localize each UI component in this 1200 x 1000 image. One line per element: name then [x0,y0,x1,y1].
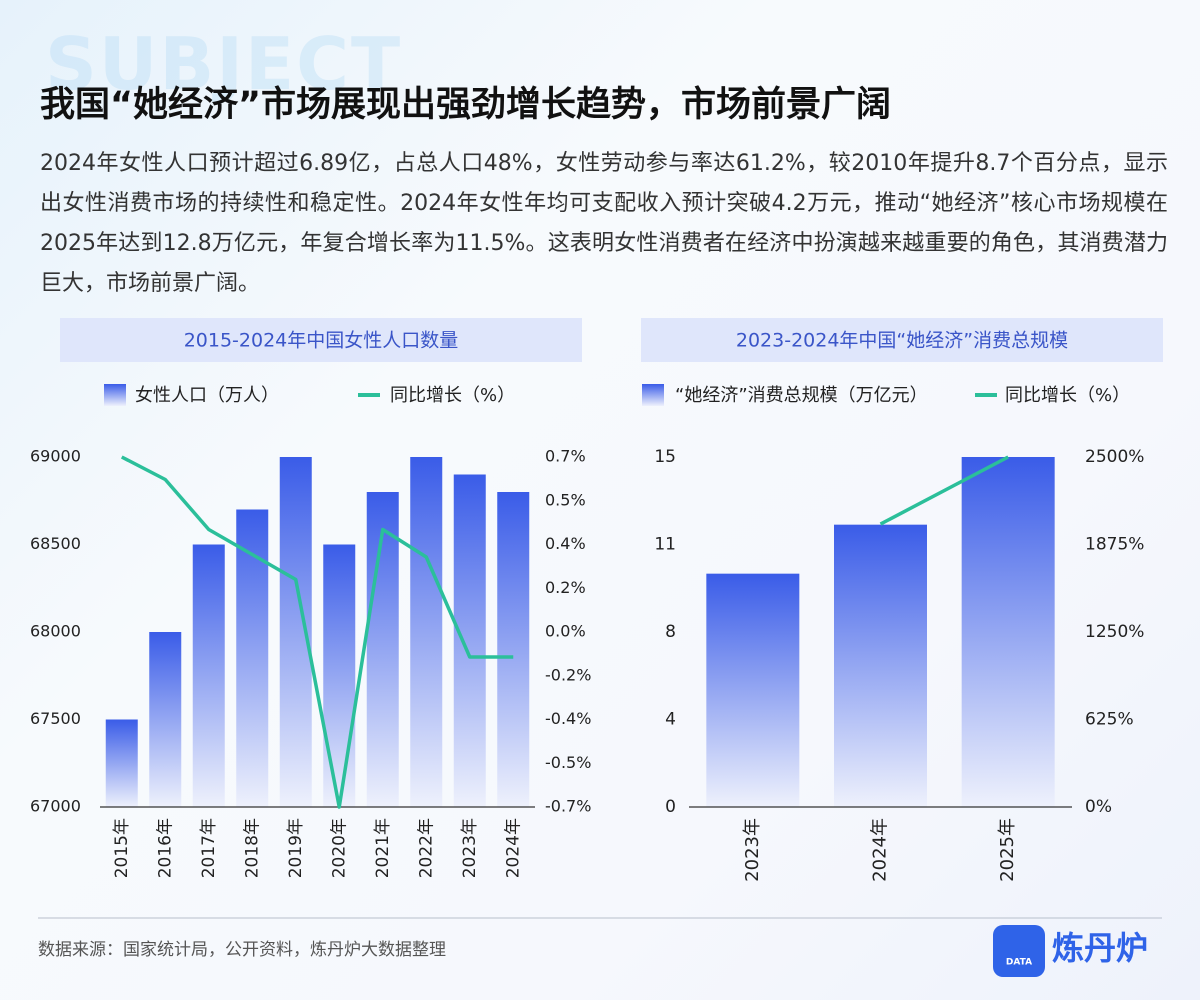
x-tick-label: 2022年 [416,818,436,878]
y-tick-label: 69000 [30,447,81,466]
y2-tick-label: -0.7% [545,797,591,816]
y-tick-label: 4 [665,710,676,730]
x-tick-label: 2018年 [242,818,262,878]
summary-text: 2024年女性人口预计超过6.89亿，占总人口48%，女性劳动参与率达61.2%… [40,151,1168,296]
x-tick-label: 2025年 [997,818,1018,882]
bar [410,457,443,807]
growth-line [879,455,1009,526]
y-tick-label: 0 [665,797,676,817]
bar [497,492,530,807]
logo-text: DATA [1006,958,1032,968]
legend-label: 同比增长（%） [390,385,515,406]
y2-tick-label: 0% [1085,797,1112,817]
x-tick-label: 2017年 [199,818,219,878]
x-tick-label: 2016年 [155,818,175,878]
y-tick-label: 11 [654,535,676,555]
y2-tick-label: 1875% [1085,535,1144,555]
brand: 炼丹炉 [1052,929,1148,967]
chart-title-box [60,318,582,362]
x-tick-label: 2023年 [742,818,763,882]
chart-title: 2015-2024年中国女性人口数量 [184,330,459,352]
bar [961,457,1055,807]
y-tick-label: 68500 [30,534,81,553]
page-title: 我国“她经济”市场展现出强劲增长趋势，市场前景广阔 [40,85,892,125]
bar [323,544,356,807]
y2-tick-label: 0.4% [545,534,586,553]
x-tick-label: 2024年 [870,818,891,882]
legend-swatch [642,384,664,406]
bar [706,573,800,807]
x-tick-label: 2020年 [329,818,349,878]
y2-tick-label: -0.5% [545,753,591,772]
legend-label: 女性人口（万人） [135,385,279,406]
y2-tick-label: -0.4% [545,709,591,728]
y2-tick-label: 2500% [1085,447,1144,467]
logo [993,925,1045,977]
bar [105,719,138,807]
y-tick-label: 67000 [30,797,81,816]
y-tick-label: 67500 [30,709,81,728]
y-tick-label: 68000 [30,622,81,641]
y2-tick-label: -0.2% [545,665,591,684]
y2-tick-label: 1250% [1085,622,1144,642]
source-note: 数据来源：国家统计局，公开资料，炼丹炉大数据整理 [38,940,446,960]
bar [453,474,486,807]
legend-label: 同比增长（%） [1005,385,1130,406]
bar [834,524,927,807]
x-tick-label: 2023年 [460,818,480,878]
y2-tick-label: 0.0% [545,622,586,641]
bar [149,632,182,807]
y-tick-label: 15 [654,447,676,467]
x-tick-label: 2021年 [373,818,393,878]
bar [192,544,225,807]
chart-title-box [641,318,1163,362]
x-tick-label: 2019年 [286,818,306,878]
y-tick-label: 8 [665,622,676,642]
y2-tick-label: 0.5% [545,490,586,509]
y2-tick-label: 625% [1085,710,1134,730]
bar [366,492,399,807]
x-tick-label: 2015年 [112,818,132,878]
y2-tick-label: 0.2% [545,578,586,597]
growth-line [120,455,514,809]
legend-swatch [104,384,126,406]
chart-title: 2023-2024年中国“她经济”消费总规模 [736,330,1068,352]
y2-tick-label: 0.7% [545,447,586,466]
legend-label: “她经济”消费总规模（万亿元） [675,385,928,406]
x-tick-label: 2024年 [503,818,523,878]
watermark: SUBJECT [45,22,403,106]
